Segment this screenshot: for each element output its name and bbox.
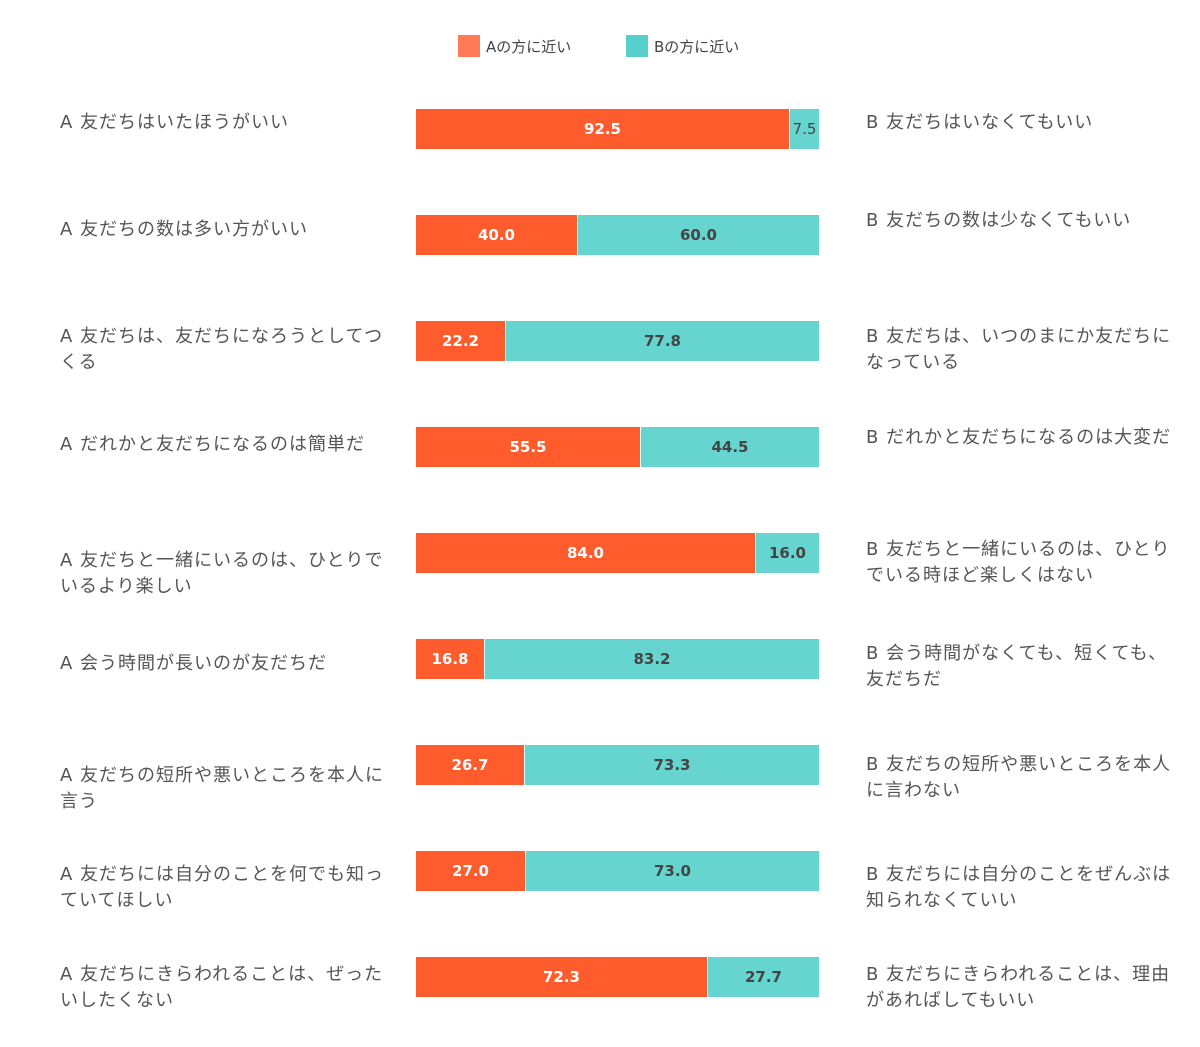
bar-segment-a: 22.2 — [416, 321, 505, 361]
category-label-a: A 友だちと一緒にいるのは、ひとりでいるより楽しい — [60, 550, 384, 597]
bar-value-label-a: 16.8 — [431, 650, 469, 668]
category-label-a: A 友だちはいたほうがいい — [60, 112, 290, 133]
bar-segment-b: 16.0 — [756, 533, 819, 573]
legend-item-b: Bの方に近い — [626, 32, 739, 60]
category-label-b: B 友だちの短所や悪いところを本人に言わない — [866, 754, 1172, 801]
bar-value-label-a: 40.0 — [477, 226, 515, 244]
legend-swatch-a — [458, 35, 480, 57]
bar-value-label-a: 72.3 — [542, 968, 580, 986]
bar-value-label-a: 55.5 — [509, 438, 547, 456]
bar-value-label-b: 60.0 — [679, 226, 717, 244]
category-label-b: B 友だちには自分のことをぜんぶは知られなくていい — [866, 864, 1172, 911]
bar-value-label-b: 73.0 — [653, 862, 691, 880]
bar-value-label-b: 7.5 — [792, 120, 817, 138]
bar-segment-b: 60.0 — [578, 215, 819, 255]
bar-segment-b: 27.7 — [708, 957, 819, 997]
category-label-b: B だれかと友だちになるのは大変だ — [866, 427, 1172, 448]
bar-segment-b: 77.8 — [506, 321, 819, 361]
legend-item-a: Aの方に近い — [458, 32, 571, 60]
category-label-a: A だれかと友だちになるのは簡単だ — [60, 434, 366, 455]
bar-value-label-b: 16.0 — [768, 544, 806, 562]
bar-value-label-a: 26.7 — [451, 756, 489, 774]
category-label-a: A 友だちには自分のことを何でも知っていてほしい — [60, 864, 385, 911]
bar-segment-a: 16.8 — [416, 639, 484, 679]
bar-value-label-b: 77.8 — [643, 332, 681, 350]
bar-segment-a: 26.7 — [416, 745, 524, 785]
bar-segment-a: 84.0 — [416, 533, 755, 573]
legend: Aの方に近い Bの方に近い — [0, 32, 1200, 60]
bar-segment-b: 7.5 — [790, 109, 819, 149]
bar-segment-a: 55.5 — [416, 427, 640, 467]
legend-swatch-b — [626, 35, 648, 57]
bar-value-label-b: 83.2 — [633, 650, 671, 668]
category-label-b: B 友だちと一緒にいるのは、ひとりでいる時ほど楽しくはない — [866, 539, 1171, 586]
category-label-a: A 友だちの短所や悪いところを本人に言う — [60, 765, 385, 812]
bar-segment-a: 40.0 — [416, 215, 577, 255]
bar-segment-b: 44.5 — [641, 427, 819, 467]
bar-segment-a: 92.5 — [416, 109, 789, 149]
bar-segment-a: 27.0 — [416, 851, 525, 891]
category-label-a: A 友だちにきらわれることは、ぜったいしたくない — [60, 964, 384, 1011]
category-label-a: A 友だちは、友だちになろうとしてつくる — [60, 326, 384, 373]
category-label-b: B 会う時間がなくても、短くても、友だちだ — [866, 643, 1168, 690]
bar-value-label-a: 27.0 — [451, 862, 489, 880]
bar-value-label-a: 22.2 — [441, 332, 479, 350]
category-label-b: B 友だちは、いつのまにか友だちになっている — [866, 326, 1172, 373]
bar-value-label-b: 73.3 — [653, 756, 691, 774]
category-label-b: B 友だちはいなくてもいい — [866, 112, 1094, 133]
bar-value-label-a: 92.5 — [583, 120, 621, 138]
bar-segment-a: 72.3 — [416, 957, 707, 997]
bar-segment-b: 73.0 — [526, 851, 819, 891]
category-label-b: B 友だちにきらわれることは、理由があればしてもいい — [866, 964, 1171, 1011]
bar-value-label-a: 84.0 — [566, 544, 604, 562]
category-label-a: A 会う時間が長いのが友だちだ — [60, 653, 328, 674]
legend-label-a: Aの方に近い — [486, 37, 572, 56]
bar-value-label-b: 27.7 — [744, 968, 782, 986]
category-label-b: B 友だちの数は少なくてもいい — [866, 210, 1132, 231]
bar-value-label-b: 44.5 — [711, 438, 749, 456]
bar-segment-b: 73.3 — [525, 745, 819, 785]
bar-segment-b: 83.2 — [485, 639, 819, 679]
category-label-a: A 友だちの数は多い方がいい — [60, 219, 309, 240]
legend-label-b: Bの方に近い — [654, 37, 740, 56]
